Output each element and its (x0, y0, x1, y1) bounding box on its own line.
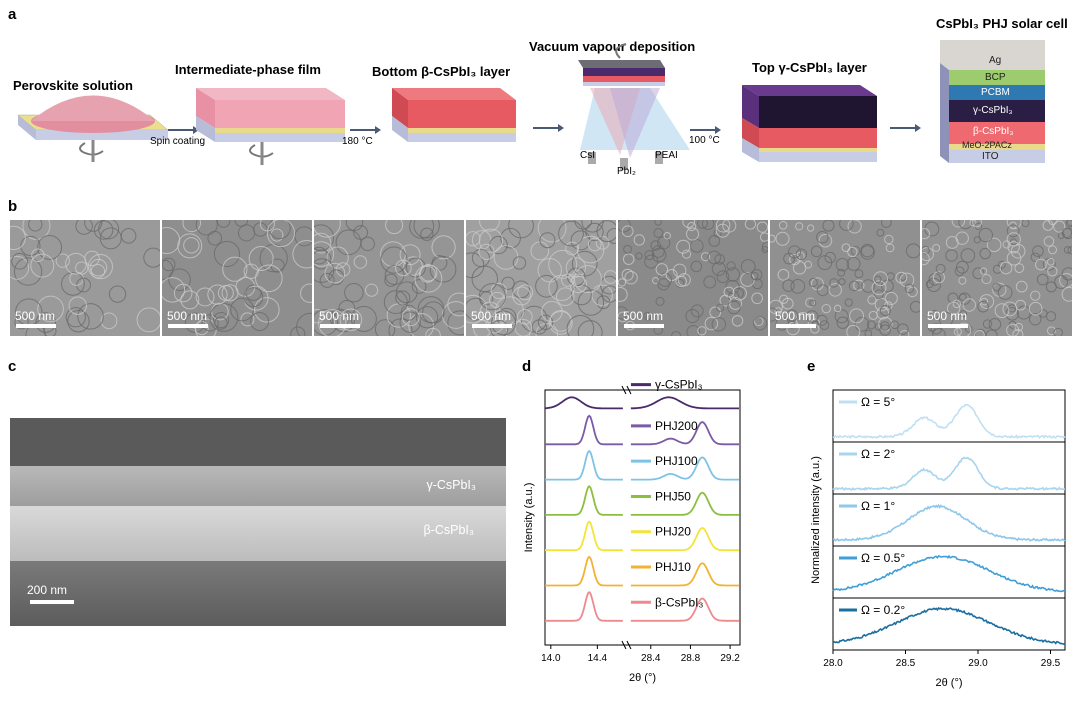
chart-e-legend-label: Ω = 1° (861, 499, 895, 513)
chart-e-xlabel: 2θ (°) (935, 677, 962, 689)
sem-image-7: 500 nm (922, 220, 1072, 336)
device-layer-pcbm: PCBM (981, 87, 1010, 98)
chart-e-legend-label: Ω = 0.2° (861, 603, 905, 617)
panel-letter-d: d (522, 358, 532, 375)
chart-d-tick: 28.4 (641, 653, 661, 664)
chart-d-legend-label: β-CsPbI₃ (655, 595, 704, 609)
sem-scale-label: 500 nm (927, 309, 968, 323)
arrow-label-spin: Spin coating (150, 136, 205, 147)
sem-scale-label: 500 nm (623, 309, 664, 323)
source-peai: PEAI (655, 150, 678, 161)
chart-d-legend-label: PHJ10 (655, 560, 691, 574)
arrow-label-100: 100 °C (689, 135, 720, 146)
chart-d-tick: 14.4 (588, 653, 608, 664)
device-layer-ito: ITO (982, 151, 999, 162)
chart-d-legend-label: PHJ200 (655, 419, 698, 433)
sem-image-1: 500 nm (10, 220, 160, 336)
sem-image-5: 500 nm (618, 220, 768, 336)
sem-image-4: 500 nm (466, 220, 616, 336)
chart-e-tick: 29.0 (968, 658, 988, 669)
panel-letter-c: c (8, 358, 17, 375)
cross-scale-bar (30, 600, 74, 604)
cross-label-beta: β-CsPbI₃ (423, 523, 474, 537)
sem-scale-bar (16, 324, 56, 328)
chart-d-series-1 (545, 396, 739, 410)
film-intermediate (196, 88, 345, 165)
chart-d-tick: 14.0 (541, 653, 561, 664)
chart-d-xrd-stack: 14.0 14.4 28.4 28.8 29.2 2θ (°) Intensity (a.u… (523, 378, 741, 684)
process-schematic: Spin coating 180 °C 10 (17, 40, 1045, 170)
chart-e-legend-label: Ω = 2° (861, 447, 895, 461)
cross-section-image: γ-CsPbI₃ β-CsPbI₃ 200 nm (10, 418, 506, 626)
panel-letter-e: e (807, 358, 816, 375)
sem-scale-bar (624, 324, 664, 328)
chart-e-subpanel (832, 597, 1066, 651)
chart-d-series-5 (545, 520, 739, 552)
chart-d-tick: 28.8 (681, 653, 701, 664)
chart-e-tick: 28.5 (896, 658, 916, 669)
chart-d-ylabel: Intensity (a.u.) (523, 483, 535, 553)
device-layer-bcp: BCP (985, 72, 1006, 83)
film-beta (392, 88, 516, 142)
chart-e-series-5 (832, 606, 1066, 645)
source-pbi2: PbI₂ (617, 166, 636, 177)
panel-letter-a: a (8, 6, 17, 23)
device-layer-meo: MeO-2PACz (962, 140, 1012, 150)
chart-e-omega-stack: Ω = 5° Ω = 2° Ω = 1° Ω = 0.5° Ω = 0.2° 28.0 28… (810, 389, 1066, 689)
sem-image-3: 500 nm (314, 220, 464, 336)
step-title-bottom-layer: Bottom β-CsPbI₃ layer (372, 64, 511, 79)
sem-scale-bar (472, 324, 512, 328)
cross-label-gamma: γ-CsPbI₃ (426, 478, 476, 492)
sem-image-6: 500 nm (770, 220, 920, 336)
chart-d-series-3 (545, 449, 739, 481)
chart-e-legend-label: Ω = 0.5° (861, 551, 905, 565)
sem-scale-label: 500 nm (15, 309, 56, 323)
film-gamma (742, 85, 877, 162)
chart-e-series-1 (832, 404, 1066, 440)
step-title-solution: Perovskite solution (13, 78, 133, 93)
chart-d-legend-label: γ-CsPbI₃ (655, 378, 703, 392)
device-layer-ag: Ag (989, 55, 1002, 66)
chart-d-series-4 (545, 485, 739, 516)
cross-scale-label: 200 nm (27, 583, 68, 597)
chart-e-tick: 29.5 (1041, 658, 1061, 669)
device-stack (940, 40, 1045, 163)
sem-scale-label: 500 nm (319, 309, 360, 323)
chart-d-xlabel: 2θ (°) (629, 672, 656, 684)
step-title-vapour: Vacuum vapour deposition (529, 39, 696, 54)
vapour-chamber (578, 43, 690, 170)
substrate-solution (17, 95, 169, 162)
chart-e-series-3 (833, 503, 1066, 542)
chart-d-series-6 (545, 555, 739, 587)
panel-letter-b: b (8, 198, 18, 215)
chart-d-series-7 (545, 590, 739, 622)
step-title-intermediate: Intermediate-phase film (175, 62, 321, 77)
arrow-label-180: 180 °C (342, 136, 373, 147)
chart-d-series-2 (545, 414, 739, 446)
chart-d-legend-label: PHJ50 (655, 489, 691, 503)
sem-image-2: 500 nm (162, 220, 312, 336)
chart-d-legend-label: PHJ20 (655, 525, 691, 539)
step-title-solar-cell: CsPbI₃ PHJ solar cell (936, 16, 1068, 31)
chart-d-tick: 29.2 (720, 653, 740, 664)
chart-e-tick: 28.0 (823, 658, 843, 669)
chart-e-series-2 (832, 456, 1066, 491)
sem-scale-bar (928, 324, 968, 328)
sem-scale-label: 500 nm (167, 309, 208, 323)
sem-scale-label: 500 nm (775, 309, 816, 323)
sem-scale-label: 500 nm (471, 309, 512, 323)
chart-e-legend-label: Ω = 5° (861, 395, 895, 409)
sem-scale-bar (320, 324, 360, 328)
sem-scale-bar (776, 324, 816, 328)
source-csi: CsI (580, 150, 595, 161)
step-title-top-layer: Top γ-CsPbI₃ layer (752, 60, 867, 75)
device-layer-gamma: γ-CsPbI₃ (973, 105, 1013, 116)
chart-e-ylabel: Normalized intensity (a.u.) (810, 456, 822, 584)
chart-e-series-4 (832, 554, 1066, 593)
device-layer-beta: β-CsPbI₃ (973, 126, 1014, 137)
sem-scale-bar (168, 324, 208, 328)
chart-d-legend-label: PHJ100 (655, 454, 698, 468)
